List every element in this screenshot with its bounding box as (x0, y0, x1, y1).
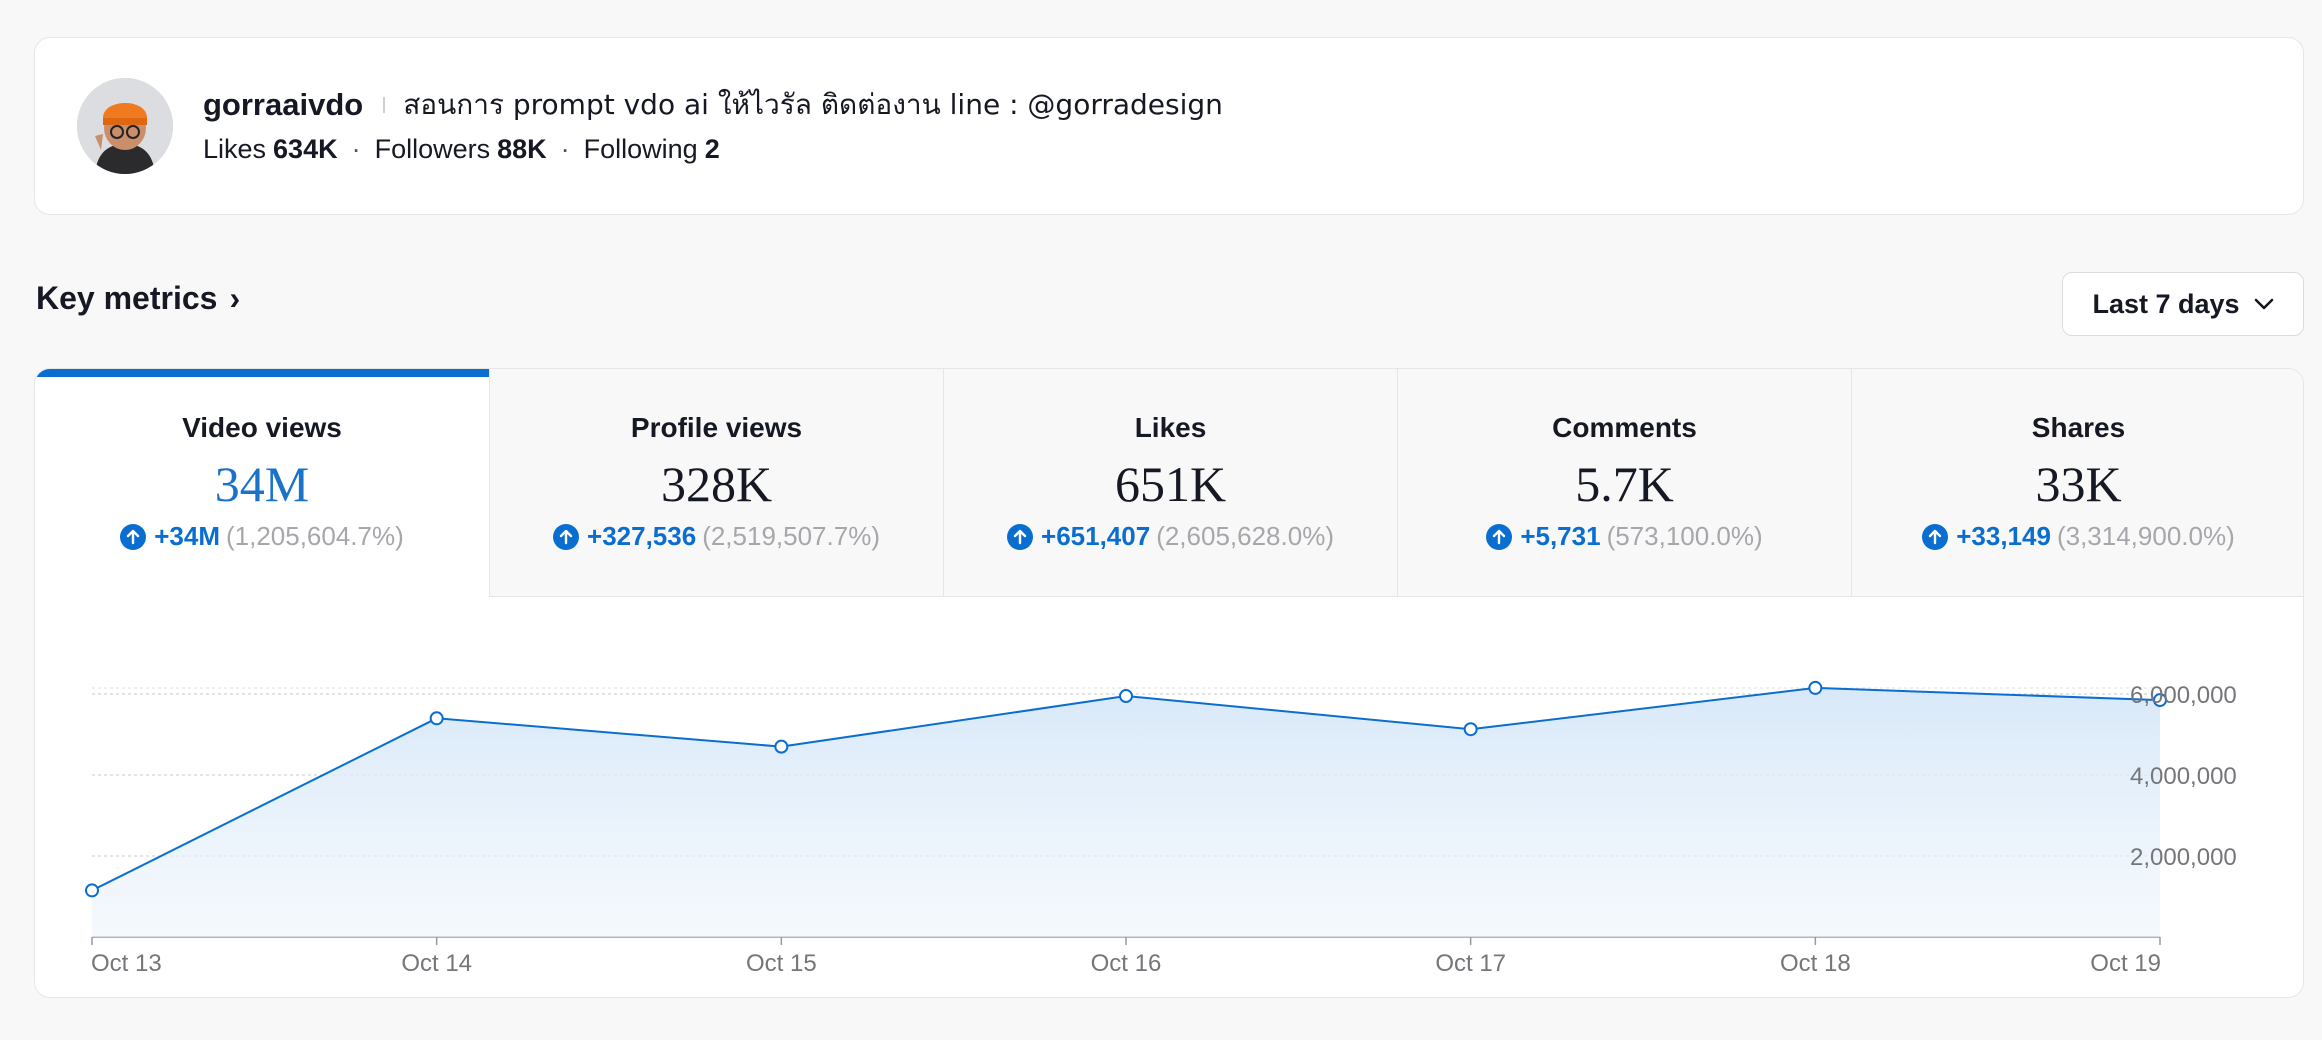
metric-delta: +33,149 (1956, 521, 2051, 551)
metric-value: 651K (1114, 456, 1227, 512)
followers-value: 88K (497, 134, 547, 164)
followers-label: Followers (374, 134, 491, 164)
tab-shares[interactable]: Shares 33K +33,149 (3,314,900.0%) (1851, 369, 2303, 597)
metric-percent: (573,100.0%) (1606, 521, 1763, 551)
tab-comments[interactable]: Comments 5.7K +5,731 (573,100.0%) (1397, 369, 1851, 597)
arrow-up-icon (1486, 523, 1513, 550)
metric-tabs: Video views 34M +34M (1,205,604.7%) Prof… (35, 369, 2303, 597)
metrics-card: Video views 34M +34M (1,205,604.7%) Prof… (34, 368, 2304, 998)
user-avatar-icon (77, 78, 173, 174)
x-tick-label: Oct 13 (91, 950, 162, 977)
arrow-up-icon (1922, 523, 1949, 550)
metric-value: 328K (660, 456, 773, 512)
metric-percent: (3,314,900.0%) (2056, 521, 2235, 551)
likes-label: Likes (203, 134, 267, 164)
bio: สอนการ prompt vdo ai ให้ไวรัล ติดต่องาน … (403, 88, 1223, 121)
chevron-down-icon (2254, 298, 2273, 310)
section-title: Key metrics (36, 280, 218, 316)
metric-percent: (1,205,604.7%) (225, 521, 404, 551)
metric-label: Profile views (630, 412, 803, 443)
data-point[interactable] (1808, 680, 1823, 695)
metric-label: Comments (1552, 412, 1697, 443)
date-range-label: Last 7 days (2092, 288, 2240, 319)
metric-delta: +34M (154, 521, 220, 551)
profile-stats: Likes 634K · Followers 88K · Following 2 (203, 134, 1223, 165)
metric-label: Likes (1134, 412, 1207, 443)
date-range-dropdown[interactable]: Last 7 days (2062, 272, 2304, 336)
y-tick-label: 2,000,000 (2130, 844, 2237, 871)
metric-delta: +327,536 (587, 521, 697, 551)
profile-info: gorraaivdo สอนการ prompt vdo ai ให้ไวรัล… (203, 84, 1223, 165)
separator-dot: · (560, 134, 570, 164)
data-point[interactable] (1463, 722, 1478, 737)
likes-value: 634K (273, 134, 338, 164)
y-tick-label: 4,000,000 (2130, 763, 2237, 790)
y-tick-label: 6,000,000 (2130, 682, 2237, 709)
metric-value: 34M (214, 456, 310, 512)
data-point[interactable] (429, 711, 444, 726)
tab-profile-views[interactable]: Profile views 328K +327,536 (2,519,507.7… (489, 369, 943, 597)
chevron-right-icon: › (229, 280, 241, 316)
x-tick-label: Oct 14 (401, 950, 472, 977)
arrow-up-icon (553, 523, 580, 550)
arrow-up-icon (1007, 523, 1034, 550)
following-label: Following (583, 134, 698, 164)
metric-value: 33K (2035, 456, 2122, 512)
x-tick-label: Oct 18 (1780, 950, 1851, 977)
data-point[interactable] (85, 883, 99, 898)
divider (383, 97, 386, 113)
following-value: 2 (704, 134, 720, 164)
metric-percent: (2,519,507.7%) (702, 521, 880, 551)
avatar[interactable] (77, 78, 173, 174)
username[interactable]: gorraaivdo (203, 87, 364, 122)
separator-dot: · (351, 134, 361, 164)
data-point[interactable] (1119, 689, 1133, 704)
arrow-up-icon (120, 523, 147, 550)
metric-delta: +651,407 (1041, 521, 1151, 551)
tab-likes[interactable]: Likes 651K +651,407 (2,605,628.0%) (943, 369, 1397, 597)
metric-value: 5.7K (1575, 456, 1674, 512)
x-tick-label: Oct 16 (1091, 950, 1162, 977)
metric-change: +651,407 (2,605,628.0%) (944, 521, 1397, 552)
metric-change: +5,731 (573,100.0%) (1398, 521, 1851, 552)
metric-label: Shares (2031, 412, 2126, 443)
data-point[interactable] (774, 739, 789, 754)
profile-card: gorraaivdo สอนการ prompt vdo ai ให้ไวรัล… (34, 37, 2304, 215)
metric-label: Video views (182, 412, 342, 443)
x-tick-label: Oct 15 (746, 950, 817, 977)
series-area (92, 687, 2160, 937)
metric-change: +34M (1,205,604.7%) (35, 521, 489, 552)
key-metrics-link[interactable]: Key metrics › (36, 280, 240, 317)
data-point[interactable] (2153, 693, 2167, 708)
metric-change: +33,149 (3,314,900.0%) (1852, 521, 2303, 552)
x-tick-label: Oct 17 (1435, 950, 1506, 977)
metric-change: +327,536 (2,519,507.7%) (490, 521, 943, 552)
tab-video-views[interactable]: Video views 34M +34M (1,205,604.7%) (35, 369, 489, 597)
x-tick-label: Oct 19 (2090, 950, 2161, 977)
metric-delta: +5,731 (1520, 521, 1601, 551)
metric-percent: (2,605,628.0%) (1156, 521, 1334, 551)
video-views-chart[interactable]: 2,000,000 4,000,000 6,000,000 Oct 13 Oct 14… (35, 597, 2304, 997)
